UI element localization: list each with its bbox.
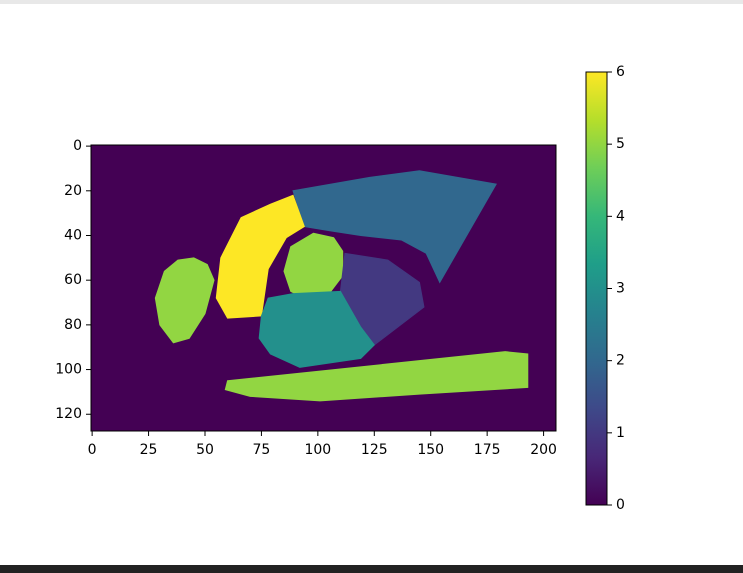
y-tick-label: 100 <box>55 362 82 378</box>
colorbar-tick-label: 2 <box>616 353 625 369</box>
x-tick-label: 200 <box>530 442 557 458</box>
colorbar-tick-label: 4 <box>616 208 625 224</box>
x-tick-label: 25 <box>140 442 158 458</box>
region <box>258 290 375 368</box>
x-tick-label: 50 <box>196 442 214 458</box>
colorbar <box>585 71 608 506</box>
colorbar-tick-label: 0 <box>616 497 625 513</box>
x-tick-label: 100 <box>304 442 331 458</box>
window-top-bar <box>0 0 743 4</box>
x-tick-label: 175 <box>474 442 501 458</box>
colorbar-tick-label: 6 <box>616 64 625 80</box>
y-tick-label: 60 <box>64 272 82 288</box>
y-tick-label: 120 <box>55 406 82 422</box>
y-tick-label: 0 <box>73 138 82 154</box>
y-tick-label: 80 <box>64 317 82 333</box>
x-tick-label: 150 <box>417 442 444 458</box>
region <box>224 351 529 402</box>
colorbar-tick-label: 1 <box>616 425 625 441</box>
x-tick-label: 75 <box>253 442 271 458</box>
y-tick-label: 40 <box>64 227 82 243</box>
axes-frame <box>90 144 557 432</box>
region <box>154 257 215 344</box>
colorbar-tick-label: 3 <box>616 281 625 297</box>
x-tick-label: 0 <box>88 442 97 458</box>
terminal-strip <box>0 565 743 573</box>
y-tick-label: 20 <box>64 183 82 199</box>
x-tick-label: 125 <box>361 442 388 458</box>
image <box>91 145 556 431</box>
colorbar-tick-label: 5 <box>616 136 625 152</box>
region <box>215 194 305 319</box>
region <box>292 170 497 284</box>
